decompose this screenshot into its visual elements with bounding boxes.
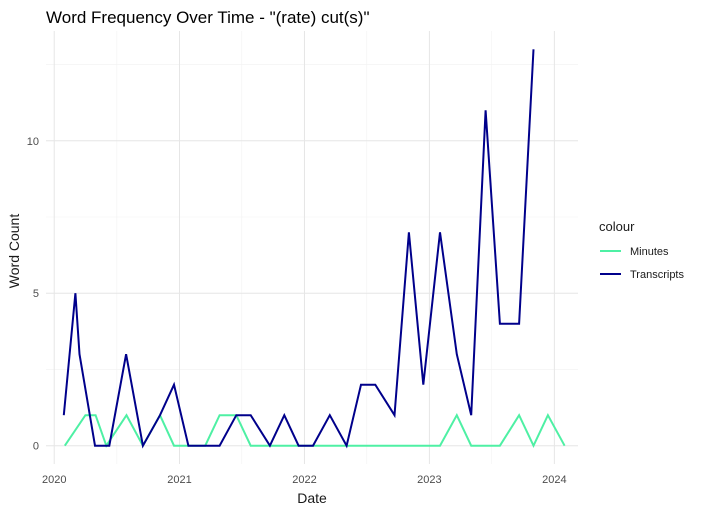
plot-grid xyxy=(46,31,578,464)
plot-series xyxy=(62,49,566,449)
chart-title: Word Frequency Over Time - "(rate) cut(s… xyxy=(46,8,370,27)
x-tick-label: 2024 xyxy=(542,474,566,486)
y-axis-ticks: 0 5 10 xyxy=(27,136,39,453)
y-tick-label: 0 xyxy=(33,441,39,453)
x-tick-label: 2020 xyxy=(42,474,66,486)
x-tick-label: 2023 xyxy=(417,474,441,486)
y-axis-title: Word Count xyxy=(6,214,22,289)
y-tick-label: 5 xyxy=(33,288,39,300)
legend-label-transcripts: Transcripts xyxy=(630,269,684,281)
x-axis-title: Date xyxy=(297,490,327,506)
legend: colour Minutes Transcripts xyxy=(599,219,684,281)
x-tick-label: 2021 xyxy=(167,474,191,486)
legend-label-minutes: Minutes xyxy=(630,246,669,258)
x-tick-label: 2022 xyxy=(292,474,316,486)
series-line-transcripts xyxy=(62,49,535,449)
legend-title: colour xyxy=(599,219,635,234)
y-tick-label: 10 xyxy=(27,136,39,148)
x-axis-ticks: 2020 2021 2022 2023 2024 xyxy=(42,474,567,486)
